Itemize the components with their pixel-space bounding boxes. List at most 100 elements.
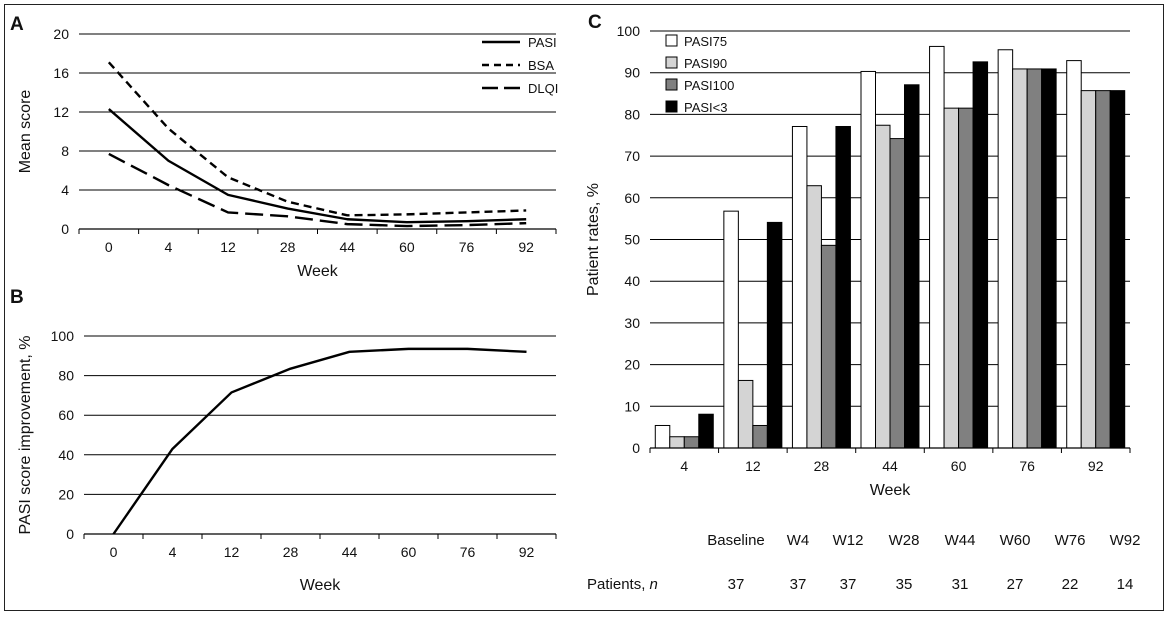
panel-b-y-tick-label: 40 [58,447,74,463]
panel-c-patients-row-label: Patients, n [587,576,658,593]
panel-c-legend-label-pasi100: PASI100 [684,78,734,93]
panel-c-bar-pasi75-week-44 [860,70,876,449]
panel-b-x-tick-label: 28 [283,544,299,560]
panel-c-timepoint-label: W76 [1055,532,1086,549]
panel-c-y-tick-label: 30 [624,315,640,331]
panel-b-y-tick-label: 100 [51,328,75,344]
panel-c-timepoint-label: W12 [833,532,864,549]
panel-a-legend-label-dlqi: DLQI [528,81,558,96]
panel-c-patient-count: 37 [790,576,807,593]
panel-c-bar-pasi100-week-12 [752,424,768,449]
panel-c-bar-pasilt3-week-12 [766,221,783,449]
panel-c-patient-count: 27 [1007,576,1024,593]
panel-c-timepoint-label: W28 [889,532,920,549]
panel-c-patient-count: 31 [952,576,969,593]
panel-c-bar-pasi100-week-4 [683,436,700,449]
panel-a-series-line-pasi [108,108,527,224]
panel-b-x-tick-label: 12 [224,544,240,560]
panel-c-bar-pasi75-week-92 [1066,60,1082,449]
panel-c-timepoint-label: W92 [1110,532,1141,549]
panel-c-patient-count: 37 [728,576,745,593]
panel-c-bar-pasi90-week-92 [1080,90,1097,449]
panel-b-y-tick-label: 60 [58,407,74,423]
panel-c-bar-pasi75-week-28 [791,125,808,449]
panel-c-x-tick-label: 28 [814,458,830,474]
panel-c-patients-label-n: n [650,576,658,593]
panel-c-bar-pasi100-week-44 [889,138,905,449]
panel-c-y-tick-label: 10 [624,398,640,414]
panel-c-bar-pasi75-week-4 [654,424,671,449]
panel-b-line-chart: 0 20 40 60 80 100 0 4 12 28 44 60 76 92 Week PASI score… [17,328,557,594]
panel-c-x-tick-label: 60 [951,458,967,474]
panel-a-legend-label-pasi: PASI [528,35,557,50]
panel-c-y-axis-title: Patient rates, % [585,183,602,296]
panel-b-y-tick-label: 20 [58,486,74,502]
panel-c-legend-swatch-pasi75 [665,34,678,47]
panel-a-line-chart: 0 4 8 12 16 20 0 4 12 28 44 60 76 92 Week Mean score PAS… [17,26,558,280]
panel-c-patient-count: 35 [896,576,913,593]
panel-c-y-tick-label: 100 [617,23,641,39]
panel-c-bar-pasi100-week-92 [1095,90,1111,449]
panel-letter-b: B [10,287,24,308]
panel-a-y-tick-label: 20 [53,26,69,42]
panel-b-x-tick-label: 0 [110,544,118,560]
panel-c-patient-count: 37 [840,576,857,593]
panel-c-bar-pasi75-week-76 [997,49,1014,449]
panel-c-bar-pasi90-week-60 [943,107,960,449]
panel-c-patient-count: 14 [1117,576,1134,593]
panel-c-bar-pasi100-week-76 [1026,68,1043,449]
panel-a-x-axis-title: Week [297,263,339,280]
panel-a-x-tick-label: 28 [280,239,296,255]
panel-c-bar-pasilt3-week-60 [972,61,989,449]
panel-c-legend-label-pasilt3: PASI<3 [684,100,727,115]
panel-c-bar-pasi100-week-60 [958,107,974,449]
panel-a-y-tick-label: 0 [61,221,69,237]
panel-c-legend-label-pasi90: PASI90 [684,56,727,71]
panel-a-y-tick-label: 12 [53,104,69,120]
panel-c-y-tick-label: 90 [624,65,640,81]
panel-b-x-tick-label: 44 [342,544,358,560]
panel-a-y-tick-label: 16 [53,65,69,81]
panel-c-y-tick-label: 20 [624,357,640,373]
panel-b-y-axis-title: PASI score improvement, % [17,336,34,535]
panel-c-bar-pasi90-week-44 [875,124,891,449]
panel-a-x-tick-label: 92 [518,239,534,255]
panel-c-y-tick-label: 50 [624,232,640,248]
panel-a-legend-label-bsa: BSA [528,58,554,73]
panel-c-bar-pasilt3-week-44 [904,84,920,449]
panel-letter-c: C [588,12,602,33]
panel-c-x-tick-label: 76 [1019,458,1035,474]
panel-c-x-tick-label: 92 [1088,458,1104,474]
panel-c-y-tick-label: 0 [632,440,640,456]
panel-c-patients-label-text: Patients, [587,576,650,593]
panel-a-x-tick-label: 60 [399,239,415,255]
panel-c-y-tick-label: 70 [624,148,640,164]
panel-c-bar-pasilt3-week-4 [698,413,714,449]
panel-letter-a: A [10,14,24,35]
panel-c-bar-pasi90-week-76 [1012,68,1028,449]
panel-c-legend-swatch-pasi90 [665,56,678,69]
panel-c-bar-pasilt3-week-28 [835,125,851,449]
panel-c-timepoint-label: W60 [1000,532,1031,549]
panel-b-y-tick-label: 0 [66,526,74,542]
panel-a-x-tick-label: 12 [220,239,236,255]
panel-c-x-tick-label: 12 [745,458,761,474]
panel-c-bar-pasi75-week-60 [929,45,945,449]
panel-c-bar-pasi90-week-4 [669,436,685,449]
panel-a-x-tick-label: 4 [165,239,173,255]
panel-c-bar-pasi75-week-12 [723,210,739,449]
panel-c-y-tick-label: 40 [624,273,640,289]
panel-a-x-tick-label: 44 [340,239,356,255]
panel-c-bar-chart: 0 10 20 30 40 50 60 70 80 90 100 4 12 28 44 60 76 92 Week P… [585,23,1140,593]
panel-c-timepoint-label: Baseline [707,532,765,549]
panel-c-legend-swatch-pasilt3 [665,100,678,113]
panel-a-series-line-bsa [107,61,527,217]
panel-a-series-line-dlqi [108,152,527,228]
panel-c-patient-count: 22 [1062,576,1079,593]
panel-b-x-tick-label: 4 [169,544,177,560]
panel-c-x-tick-label: 44 [882,458,898,474]
panel-b-series-line-pasi-score-improvement [112,347,527,535]
panel-c-bar-pasi100-week-28 [820,244,837,449]
panel-c-y-tick-label: 80 [624,106,640,122]
